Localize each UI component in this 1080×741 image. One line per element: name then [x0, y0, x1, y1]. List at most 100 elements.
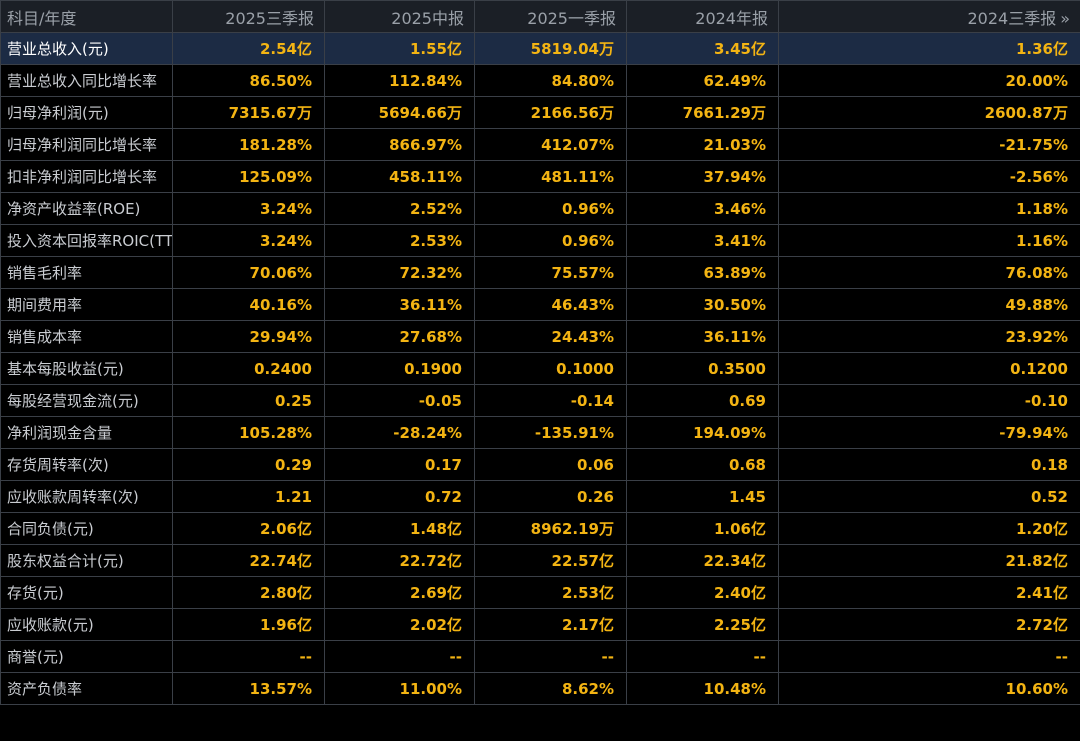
cell-value: 36.11%	[324, 288, 475, 321]
row-label: 净资产收益率(ROE)	[0, 192, 173, 225]
cell-value: 112.84%	[324, 64, 475, 97]
row-label: 销售成本率	[0, 320, 173, 353]
cell-value: 8962.19万	[474, 512, 627, 545]
table-row[interactable]: 扣非净利润同比增长率 125.09% 458.11% 481.11% 37.94% -2.…	[0, 160, 1080, 193]
header-period-1[interactable]: 2025三季报	[172, 0, 325, 33]
table-row[interactable]: 应收账款(元) 1.96亿 2.02亿 2.17亿 2.25亿 2.72亿	[0, 608, 1080, 641]
table-row[interactable]: 资产负债率 13.57% 11.00% 8.62% 10.48% 10.60%	[0, 672, 1080, 705]
cell-value: 3.24%	[172, 224, 325, 257]
cell-value: 1.06亿	[626, 512, 779, 545]
cell-value: 0.06	[474, 448, 627, 481]
cell-value: 0.1200	[778, 352, 1080, 385]
row-label: 资产负债率	[0, 672, 173, 705]
cell-value: 125.09%	[172, 160, 325, 193]
row-label: 每股经营现金流(元)	[0, 384, 173, 417]
header-period-4[interactable]: 2024年报	[626, 0, 779, 33]
row-label: 扣非净利润同比增长率	[0, 160, 173, 193]
cell-value: 1.48亿	[324, 512, 475, 545]
cell-value: --	[172, 640, 325, 673]
row-label: 营业总收入(元)	[0, 32, 173, 65]
cell-value: 1.36亿	[778, 32, 1080, 65]
cell-value: -135.91%	[474, 416, 627, 449]
scroll-right-icon[interactable]: »	[1060, 8, 1070, 28]
cell-value: 0.69	[626, 384, 779, 417]
cell-value: 1.55亿	[324, 32, 475, 65]
table-row[interactable]: 存货周转率(次) 0.29 0.17 0.06 0.68 0.18	[0, 448, 1080, 481]
table-row[interactable]: 基本每股收益(元) 0.2400 0.1900 0.1000 0.3500 0.1200	[0, 352, 1080, 385]
cell-value: 0.29	[172, 448, 325, 481]
header-row: 科目/年度 2025三季报 2025中报 2025一季报 2024年报 2024…	[0, 0, 1080, 33]
header-label: 科目/年度	[0, 0, 173, 33]
cell-value: 1.21	[172, 480, 325, 513]
row-label: 期间费用率	[0, 288, 173, 321]
cell-value: 0.26	[474, 480, 627, 513]
cell-value: 22.72亿	[324, 544, 475, 577]
cell-value: 0.25	[172, 384, 325, 417]
table-row[interactable]: 归母净利润(元) 7315.67万 5694.66万 2166.56万 7661.29万…	[0, 96, 1080, 129]
row-label: 营业总收入同比增长率	[0, 64, 173, 97]
cell-value: 20.00%	[778, 64, 1080, 97]
table-row[interactable]: 应收账款周转率(次) 1.21 0.72 0.26 1.45 0.52	[0, 480, 1080, 513]
cell-value: --	[626, 640, 779, 673]
row-label: 存货(元)	[0, 576, 173, 609]
row-label: 销售毛利率	[0, 256, 173, 289]
cell-value: 27.68%	[324, 320, 475, 353]
row-label: 存货周转率(次)	[0, 448, 173, 481]
header-period-5[interactable]: 2024三季报»	[778, 0, 1080, 33]
header-period-3[interactable]: 2025一季报	[474, 0, 627, 33]
cell-value: 70.06%	[172, 256, 325, 289]
cell-value: 84.80%	[474, 64, 627, 97]
table-row[interactable]: 净资产收益率(ROE) 3.24% 2.52% 0.96% 3.46% 1.18%	[0, 192, 1080, 225]
table-row[interactable]: 商誉(元) -- -- -- -- --	[0, 640, 1080, 673]
cell-value: 0.96%	[474, 224, 627, 257]
table-row[interactable]: 销售毛利率 70.06% 72.32% 75.57% 63.89% 76.08%	[0, 256, 1080, 289]
cell-value: 36.11%	[626, 320, 779, 353]
cell-value: 2.25亿	[626, 608, 779, 641]
table-row[interactable]: 股东权益合计(元) 22.74亿 22.72亿 22.57亿 22.34亿 21.82亿	[0, 544, 1080, 577]
financial-indicators-table: 科目/年度 2025三季报 2025中报 2025一季报 2024年报 2024…	[0, 0, 1080, 705]
cell-value: 7315.67万	[172, 96, 325, 129]
cell-value: 86.50%	[172, 64, 325, 97]
cell-value: 22.74亿	[172, 544, 325, 577]
cell-value: 10.48%	[626, 672, 779, 705]
row-label: 应收账款周转率(次)	[0, 480, 173, 513]
table-row[interactable]: 销售成本率 29.94% 27.68% 24.43% 36.11% 23.92%	[0, 320, 1080, 353]
cell-value: 76.08%	[778, 256, 1080, 289]
cell-value: 2166.56万	[474, 96, 627, 129]
cell-value: 0.72	[324, 480, 475, 513]
cell-value: 2.06亿	[172, 512, 325, 545]
table-row[interactable]: 净利润现金含量 105.28% -28.24% -135.91% 194.09% -79.…	[0, 416, 1080, 449]
cell-value: 24.43%	[474, 320, 627, 353]
table-row[interactable]: 营业总收入同比增长率 86.50% 112.84% 84.80% 62.49% 20.00…	[0, 64, 1080, 97]
cell-value: 40.16%	[172, 288, 325, 321]
cell-value: 0.52	[778, 480, 1080, 513]
cell-value: 866.97%	[324, 128, 475, 161]
cell-value: -79.94%	[778, 416, 1080, 449]
cell-value: 0.2400	[172, 352, 325, 385]
cell-value: 2.02亿	[324, 608, 475, 641]
cell-value: 2.41亿	[778, 576, 1080, 609]
cell-value: 0.96%	[474, 192, 627, 225]
cell-value: 2.69亿	[324, 576, 475, 609]
cell-value: 21.82亿	[778, 544, 1080, 577]
cell-value: 5694.66万	[324, 96, 475, 129]
row-label: 股东权益合计(元)	[0, 544, 173, 577]
table-row[interactable]: 营业总收入(元) 2.54亿 1.55亿 5819.04万 3.45亿 1.36亿	[0, 32, 1080, 65]
cell-value: 1.20亿	[778, 512, 1080, 545]
cell-value: 0.3500	[626, 352, 779, 385]
header-period-5-label[interactable]: 2024三季报	[967, 8, 1057, 28]
table-row[interactable]: 投入资本回报率ROIC(TTM)3.24%2.53%0.96%3.41%1.16…	[0, 224, 1080, 257]
cell-value: -21.75%	[778, 128, 1080, 161]
table-row[interactable]: 每股经营现金流(元) 0.25 -0.05 -0.14 0.69 -0.10	[0, 384, 1080, 417]
cell-value: 2.17亿	[474, 608, 627, 641]
table-row[interactable]: 存货(元) 2.80亿 2.69亿 2.53亿 2.40亿 2.41亿	[0, 576, 1080, 609]
table-row[interactable]: 归母净利润同比增长率 181.28% 866.97% 412.07% 21.03% -21…	[0, 128, 1080, 161]
header-period-2[interactable]: 2025中报	[324, 0, 475, 33]
cell-value: -0.05	[324, 384, 475, 417]
table-row[interactable]: 合同负债(元) 2.06亿 1.48亿 8962.19万 1.06亿 1.20亿	[0, 512, 1080, 545]
row-label: 基本每股收益(元)	[0, 352, 173, 385]
cell-value: 458.11%	[324, 160, 475, 193]
cell-value: --	[474, 640, 627, 673]
cell-value: 2.52%	[324, 192, 475, 225]
table-row[interactable]: 期间费用率 40.16% 36.11% 46.43% 30.50% 49.88%	[0, 288, 1080, 321]
